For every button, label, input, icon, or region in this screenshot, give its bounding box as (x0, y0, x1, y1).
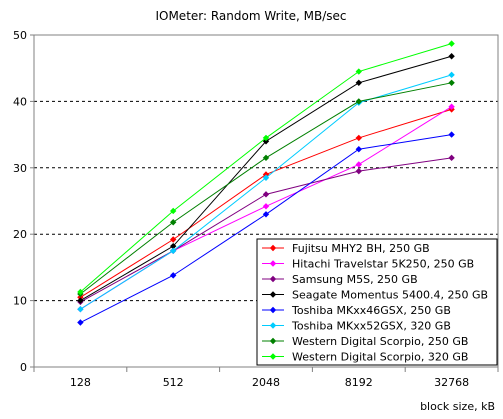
legend-label: Fujitsu MHY2 BH, 250 GB (292, 242, 430, 255)
y-tick-label: 0 (20, 361, 27, 374)
data-point (448, 103, 455, 110)
y-tick-label: 50 (13, 29, 27, 42)
data-point (355, 134, 362, 142)
legend-marker (269, 306, 277, 314)
data-point (355, 79, 362, 87)
legend-item: Toshiba MKxx52GSX, 320 GB (262, 320, 451, 333)
data-point (448, 53, 455, 60)
data-point (355, 68, 362, 75)
chart-title: IOMeter: Random Write, MB/sec (155, 9, 346, 23)
legend-marker (269, 244, 277, 252)
data-point (355, 161, 362, 168)
data-point (170, 247, 177, 254)
data-point (355, 146, 362, 153)
legend-label: Western Digital Scorpio, 250 GB (292, 335, 468, 348)
data-point (448, 40, 455, 47)
data-point (448, 71, 455, 79)
y-axis-ticks: 0 10 20 30 40 50 (13, 29, 34, 374)
data-point (262, 211, 270, 218)
data-point (262, 154, 270, 162)
data-point (77, 306, 84, 313)
data-point (77, 297, 84, 304)
plot-area (33, 34, 499, 368)
series (77, 53, 455, 304)
x-tick-label: 32768 (434, 376, 469, 389)
data-point (262, 174, 270, 181)
x-tick-label: 8192 (345, 376, 373, 389)
data-point (170, 236, 177, 243)
legend-box (256, 238, 498, 366)
x-axis-ticks: 128 512 2048 8192 32768 (33, 367, 499, 389)
legend-marker (269, 337, 277, 345)
legend-marker (269, 260, 277, 267)
legend-item: Toshiba MKxx46GSX, 250 GB (262, 304, 451, 317)
data-point (448, 131, 455, 138)
legend-label: Toshiba MKxx52GSX, 320 GB (291, 320, 451, 333)
legend-label: Seagate Momentus 5400.4, 250 GB (292, 289, 488, 302)
data-point (170, 272, 177, 279)
data-point (448, 79, 455, 87)
y-tick-label: 20 (13, 228, 27, 241)
legend-marker (269, 275, 277, 283)
legend-item: Hitachi Travelstar 5K250, 250 GB (262, 258, 474, 271)
legend-marker (269, 291, 277, 298)
x-tick-label: 512 (163, 376, 184, 389)
series (77, 131, 455, 326)
legend-item: Western Digital Scorpio, 250 GB (262, 335, 468, 348)
x-axis-label: block size, kB (420, 400, 495, 413)
legend-marker (269, 353, 277, 360)
series (77, 40, 455, 296)
legend: Fujitsu MHY2 BH, 250 GB Hitachi Travelsta… (256, 238, 498, 366)
y-tick-label: 10 (13, 295, 27, 308)
y-tick-label: 40 (13, 95, 27, 108)
data-point (262, 191, 270, 198)
legend-label: Western Digital Scorpio, 320 GB (292, 351, 468, 364)
data-point (262, 134, 270, 142)
data-point (355, 98, 362, 105)
data-point (355, 167, 362, 175)
legend-label: Toshiba MKxx46GSX, 250 GB (291, 304, 451, 317)
data-point (170, 242, 177, 250)
data-point (77, 319, 84, 326)
data-point (170, 219, 177, 226)
legend-label: Samsung M5S, 250 GB (292, 273, 418, 286)
legend-item: Western Digital Scorpio, 320 GB (262, 351, 468, 364)
y-tick-label: 30 (13, 162, 27, 175)
x-tick-label: 2048 (252, 376, 280, 389)
legend-item: Samsung M5S, 250 GB (262, 273, 418, 286)
series-lines (77, 40, 455, 326)
x-tick-label: 128 (70, 376, 91, 389)
data-point (262, 203, 270, 210)
legend-label: Hitachi Travelstar 5K250, 250 GB (292, 258, 474, 271)
data-point (448, 154, 455, 162)
legend-item: Fujitsu MHY2 BH, 250 GB (262, 242, 430, 255)
data-point (77, 294, 84, 301)
data-point (170, 207, 177, 215)
legend-item: Seagate Momentus 5400.4, 250 GB (262, 289, 488, 302)
data-point (77, 288, 84, 296)
legend-marker (269, 322, 277, 329)
data-point (262, 171, 270, 178)
